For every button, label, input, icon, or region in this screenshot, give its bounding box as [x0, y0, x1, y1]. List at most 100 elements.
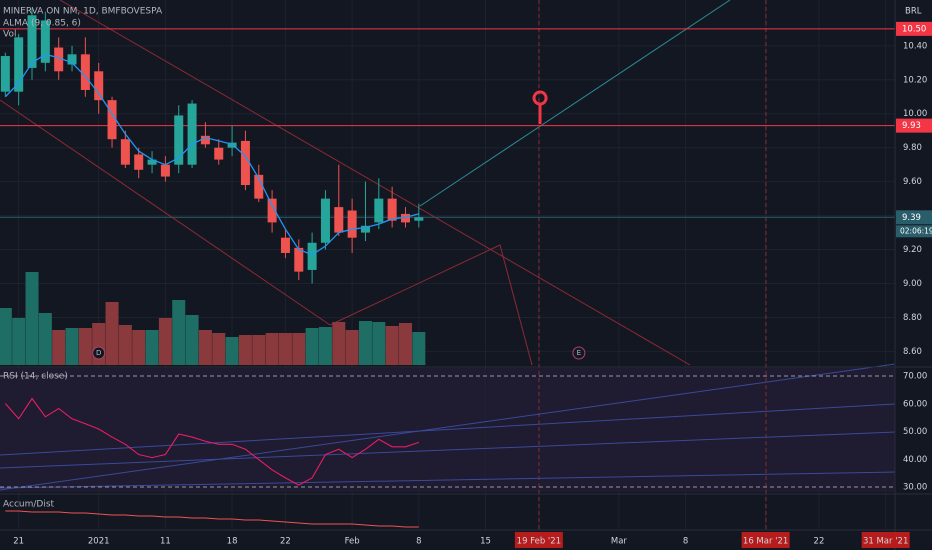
candle-body: [347, 210, 357, 238]
event-marker: [92, 346, 106, 360]
rsi-line: [4, 397, 419, 486]
volume-bar: [278, 333, 292, 365]
volume-bar: [345, 330, 359, 365]
y-tick-label: 9.20: [903, 245, 922, 255]
volume-bar: [332, 322, 346, 365]
candle-body: [214, 147, 224, 160]
x-tick-label: 8: [416, 537, 421, 547]
volume-bar: [78, 328, 92, 365]
x-tick-label: 15: [480, 537, 491, 547]
candle-body: [54, 47, 64, 72]
currency: BRL: [905, 7, 922, 17]
rsi-trend-line: [0, 471, 896, 489]
volume-label: Vol: [3, 30, 16, 40]
candle-body: [280, 237, 290, 253]
volume-bar: [265, 333, 279, 365]
candle-body: [360, 225, 370, 233]
candle-body: [40, 20, 50, 63]
candle-body: [187, 103, 197, 165]
volume-bar: [118, 325, 132, 365]
projection: [329, 244, 533, 366]
price-tag: [896, 118, 932, 133]
price-tag: [896, 21, 932, 36]
volume-bar: [25, 272, 39, 365]
rsi-trend-line: [0, 431, 896, 469]
y-tick-label: 9.60: [903, 177, 922, 187]
candle-body: [294, 247, 304, 272]
x-tick-label: Feb: [345, 537, 360, 547]
price-tag-label: 10.50: [902, 24, 926, 34]
candle-body: [200, 135, 210, 145]
volume-bar: [105, 302, 119, 365]
marks: [0, 8, 895, 528]
countdown-tag: [896, 225, 932, 238]
candle-body: [307, 242, 317, 270]
event-label: E: [577, 349, 581, 357]
x-tick-highlight: [861, 532, 910, 548]
rsi-trend-line: [0, 403, 896, 456]
rsi-tick-label: 30.00: [903, 483, 927, 493]
candle-body: [67, 54, 77, 65]
volume-bar: [212, 333, 226, 365]
rsi-tick-label: 40.00: [903, 455, 927, 465]
candle-body: [107, 100, 117, 140]
price-tag-label: 9.93: [902, 121, 921, 131]
candle-body: [374, 198, 384, 223]
accum-line: [5, 510, 419, 528]
trend-line: [419, 0, 731, 207]
volume-bar: [52, 330, 66, 365]
volume-bar: [372, 322, 386, 365]
candle-body: [27, 15, 37, 68]
candle-body: [174, 115, 184, 165]
volume-bar: [172, 300, 186, 365]
candle-body: [320, 198, 330, 243]
candle-body: [414, 217, 424, 221]
event-label: D: [96, 349, 101, 357]
price-tag-label: 9.39: [902, 213, 921, 223]
volume-bar: [185, 315, 199, 365]
volume-bar: [132, 330, 146, 365]
candle-body: [160, 164, 170, 177]
indicator-label: ALMA (9, 0.85, 6): [3, 19, 81, 29]
candle-body: [240, 140, 250, 186]
volume-bar: [318, 327, 332, 365]
y-tick-label: 8.80: [903, 313, 922, 323]
volume-bar: [385, 326, 399, 365]
candle-body: [14, 37, 24, 92]
x-tick-label: 16 Mar '21: [743, 537, 788, 547]
y-tick-label: 8.60: [903, 347, 922, 357]
x-tick-highlight: [514, 532, 563, 548]
candle-body: [80, 54, 90, 90]
alma-line: [4, 53, 419, 256]
volume-bar: [398, 323, 412, 365]
labels: MINERVA ON NM, 1D, BMFBOVESPA ALMA (9, 0…: [3, 7, 932, 548]
volume-bar: [12, 318, 26, 365]
x-tick-label: 11: [160, 537, 171, 547]
accum-label: Accum/Dist: [3, 500, 55, 510]
x-tick-label: 8: [683, 537, 688, 547]
x-tick-label: Mar: [611, 537, 628, 547]
rsi-label: RSI (14, close): [3, 372, 68, 382]
volume-bar: [412, 332, 426, 365]
volume-bar: [158, 318, 172, 365]
x-tick-label: 22: [280, 537, 291, 547]
x-tick-label: 31 Mar '21: [863, 537, 908, 547]
y-tick-label: 10.20: [903, 75, 927, 85]
drawings: [0, 0, 896, 530]
x-tick-label: 18: [227, 537, 238, 547]
trend-line: [59, 0, 691, 366]
volume-bar: [292, 333, 306, 365]
rsi-tick-label: 70.00: [903, 372, 927, 382]
candle-body: [120, 139, 130, 165]
event-marker: [572, 346, 586, 360]
rsi-trend-line: [0, 363, 896, 491]
candle-body: [267, 198, 277, 223]
pin-marker: [532, 90, 548, 124]
volume-bar: [358, 321, 372, 365]
volume-bar: [305, 328, 319, 365]
volume-bar: [0, 308, 12, 365]
candle-body: [94, 71, 104, 101]
candle-body: [134, 154, 144, 170]
volume-bar: [238, 335, 252, 365]
